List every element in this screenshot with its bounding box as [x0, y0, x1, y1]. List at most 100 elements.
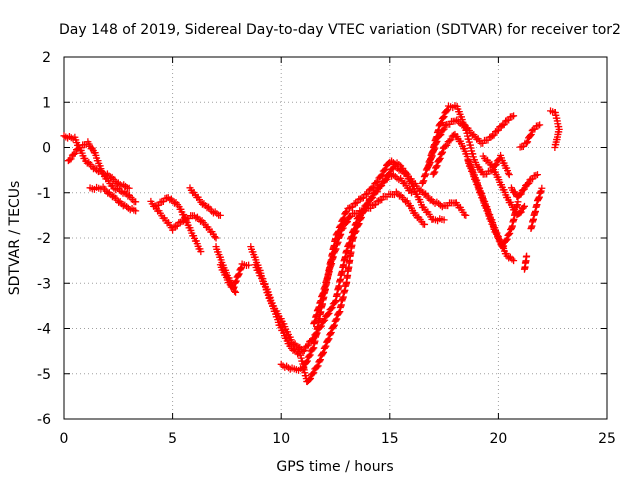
data-point: [334, 238, 342, 246]
data-point: [333, 315, 341, 323]
data-point: [432, 139, 440, 147]
data-point: [332, 316, 340, 324]
data-point: [441, 142, 449, 150]
data-point: [349, 203, 357, 211]
data-point: [524, 138, 532, 146]
y-tick-label: 1: [42, 95, 51, 111]
data-point: [517, 208, 525, 216]
data-point: [551, 144, 559, 151]
data-point: [420, 177, 428, 185]
y-axis-label: SDTVAR / TECUs: [7, 181, 23, 296]
data-point: [439, 114, 447, 122]
series-trace-5: [151, 194, 205, 256]
data-point: [428, 153, 436, 161]
data-point: [330, 321, 338, 329]
data-point: [355, 220, 363, 228]
data-point: [436, 131, 444, 139]
data-point: [166, 196, 174, 204]
data-point: [289, 346, 297, 354]
data-point: [502, 236, 510, 244]
data-point: [170, 199, 178, 207]
x-tick-label: 20: [489, 431, 507, 447]
data-point: [339, 224, 347, 232]
data-point: [324, 310, 332, 318]
data-point: [395, 192, 403, 200]
data-point: [364, 190, 372, 198]
data-point: [519, 204, 527, 212]
data-point: [316, 356, 324, 364]
data-point: [533, 171, 541, 179]
data-point: [173, 222, 181, 230]
data-point: [523, 139, 531, 147]
data-point: [337, 230, 345, 238]
data-point: [324, 336, 332, 344]
data-point: [437, 118, 445, 126]
data-point: [493, 127, 501, 135]
data-point: [346, 213, 354, 221]
data-point: [426, 159, 434, 167]
data-point: [306, 351, 314, 359]
data-point: [523, 252, 531, 260]
data-point: [437, 119, 445, 127]
data-point: [436, 154, 444, 162]
data-point: [310, 369, 318, 377]
data-point: [305, 376, 313, 384]
data-point: [234, 271, 242, 279]
series-trace-12: [310, 188, 429, 328]
data-point: [132, 198, 140, 206]
data-point: [70, 150, 78, 158]
data-point: [231, 287, 239, 295]
data-point: [508, 255, 516, 263]
data-point: [74, 145, 82, 153]
data-point: [237, 265, 245, 273]
y-tick-label: -5: [37, 367, 51, 383]
y-tick-labels: 2 1 0 -1 -2 -3 -4 -5 -6: [37, 50, 51, 428]
data-point: [505, 230, 513, 238]
data-point: [510, 112, 518, 120]
data-point: [462, 211, 470, 219]
series-trace-17: [479, 152, 528, 218]
data-point: [499, 121, 507, 129]
data-point: [440, 113, 448, 121]
data-point: [329, 253, 337, 261]
data-point: [372, 179, 380, 187]
data-point: [508, 113, 516, 121]
data-point: [327, 330, 335, 338]
data-point: [154, 201, 162, 209]
data-point: [368, 194, 376, 202]
data-point: [235, 270, 243, 278]
data-point: [536, 121, 544, 129]
data-point: [119, 202, 127, 210]
data-point: [430, 169, 438, 177]
data-point: [380, 166, 388, 174]
data-point: [169, 226, 177, 234]
data-point: [376, 182, 384, 190]
data-point: [330, 322, 338, 330]
series-trace-20: [527, 184, 546, 233]
data-point: [499, 243, 507, 251]
data-point: [305, 352, 313, 360]
data-point: [342, 219, 350, 227]
data-point: [316, 357, 324, 365]
y-tick-label: 0: [42, 141, 51, 157]
y-tick-label: -3: [37, 276, 51, 292]
data-point: [433, 137, 441, 145]
data-point: [531, 125, 539, 133]
data-point: [408, 189, 416, 197]
data-point: [89, 165, 97, 173]
data-point: [71, 149, 79, 157]
data-point: [490, 131, 498, 139]
data-point: [421, 171, 429, 179]
data-point: [303, 358, 311, 366]
series-trace-22: [547, 107, 563, 151]
data-point: [232, 278, 240, 286]
data-point: [494, 126, 502, 134]
data-point: [331, 246, 339, 254]
chart-title: Day 148 of 2019, Sidereal Day-to-day VTE…: [59, 22, 621, 38]
series-trace-4: [147, 197, 220, 242]
x-tick-label: 5: [168, 431, 177, 447]
data-point: [159, 197, 167, 205]
data-point: [422, 170, 430, 178]
series-trace-19: [520, 252, 531, 273]
data-point: [336, 232, 344, 240]
